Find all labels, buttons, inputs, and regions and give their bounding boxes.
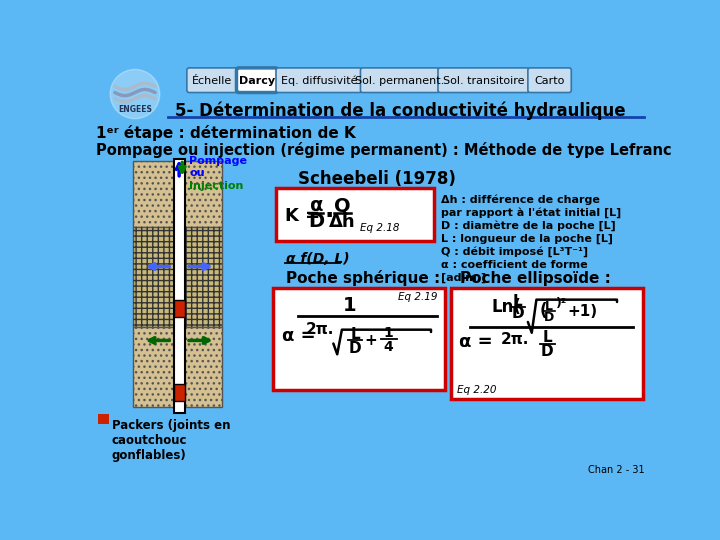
Text: D: D [348, 341, 361, 356]
Text: +1): +1) [567, 303, 598, 319]
Text: par rapport à l'état initial [L]: par rapport à l'état initial [L] [441, 207, 621, 218]
Text: α: α [310, 196, 323, 215]
Text: 1: 1 [384, 326, 393, 340]
FancyBboxPatch shape [451, 288, 644, 399]
Text: Eq 2.19: Eq 2.19 [397, 292, 437, 302]
Bar [174, 384, 184, 401]
Text: Pompage ou injection (régime permanent) : Méthode de type Lefranc: Pompage ou injection (régime permanent) … [96, 141, 672, 158]
Text: K =: K = [285, 207, 320, 226]
Text: Scheebeli (1978): Scheebeli (1978) [297, 170, 456, 188]
Text: Ln(: Ln( [492, 298, 521, 316]
Text: L: L [542, 330, 552, 345]
FancyBboxPatch shape [361, 68, 439, 92]
Bar [132, 226, 222, 327]
Text: D: D [511, 306, 524, 321]
Text: )²: )² [556, 297, 567, 310]
Text: α =: α = [282, 327, 316, 345]
Text: α f(D, L): α f(D, L) [286, 252, 350, 266]
Text: Poche sphérique :: Poche sphérique : [286, 270, 441, 286]
Text: Sol. transitoire: Sol. transitoire [443, 76, 524, 86]
Text: Q: Q [333, 196, 350, 215]
Text: Échelle: Échelle [192, 76, 233, 86]
FancyBboxPatch shape [528, 68, 571, 92]
Text: Carto: Carto [534, 76, 564, 86]
Text: Injection: Injection [189, 181, 243, 192]
Bar [132, 327, 222, 408]
Bar [98, 414, 109, 424]
FancyBboxPatch shape [276, 68, 362, 92]
Text: Δh: Δh [328, 213, 355, 231]
Text: ENGEES: ENGEES [118, 105, 152, 114]
FancyBboxPatch shape [236, 68, 277, 92]
Circle shape [110, 70, 160, 119]
Text: D : diamètre de la poche [L]: D : diamètre de la poche [L] [441, 220, 616, 231]
Text: Sol. permanent.: Sol. permanent. [356, 76, 445, 86]
Text: 1ᵉʳ étape : détermination de K: 1ᵉʳ étape : détermination de K [96, 125, 356, 140]
Text: Eq. diffusivité: Eq. diffusivité [281, 76, 357, 86]
Text: D: D [541, 344, 554, 359]
Bar [174, 159, 184, 413]
Bar [132, 161, 222, 226]
Text: +: + [364, 333, 377, 348]
Text: L: L [513, 294, 523, 309]
Text: 4: 4 [384, 340, 393, 354]
Text: 1: 1 [343, 295, 356, 314]
Text: D: D [308, 212, 325, 231]
FancyBboxPatch shape [276, 188, 434, 241]
Text: ·: · [324, 205, 333, 228]
Text: 2π.: 2π. [500, 332, 529, 347]
Text: (: ( [539, 302, 547, 320]
Text: L: L [350, 327, 360, 342]
Bar [174, 300, 184, 316]
Bar [132, 226, 222, 327]
Text: Pompage
ou: Pompage ou [189, 157, 247, 178]
Text: Poche ellipsoïde :: Poche ellipsoïde : [459, 271, 611, 286]
FancyBboxPatch shape [187, 68, 238, 92]
Bar [132, 327, 222, 408]
Text: Chan 2 - 31: Chan 2 - 31 [588, 465, 645, 475]
Text: α : coefficient de forme: α : coefficient de forme [441, 260, 588, 270]
Text: 2π.: 2π. [305, 322, 334, 337]
Text: Eq 2.20: Eq 2.20 [457, 384, 497, 395]
Text: 5- Détermination de la conductivité hydraulique: 5- Détermination de la conductivité hydr… [175, 102, 625, 120]
Text: Δh : différence de charge: Δh : différence de charge [441, 194, 600, 205]
FancyBboxPatch shape [273, 288, 445, 390]
Text: Eq 2.18: Eq 2.18 [360, 223, 399, 233]
Text: L: L [545, 300, 553, 313]
FancyBboxPatch shape [438, 68, 529, 92]
Text: Q : débit imposé [L³T⁻¹]: Q : débit imposé [L³T⁻¹] [441, 247, 588, 257]
Text: Packers (joints en
caoutchouc
gonflables): Packers (joints en caoutchouc gonflables… [112, 419, 230, 462]
Text: α =: α = [459, 333, 492, 351]
Text: L : longueur de la poche [L]: L : longueur de la poche [L] [441, 234, 613, 244]
Text: [adim.]: [adim.] [441, 273, 486, 283]
Bar [132, 161, 222, 226]
Text: D: D [544, 311, 554, 324]
Text: Darcy: Darcy [239, 76, 275, 86]
